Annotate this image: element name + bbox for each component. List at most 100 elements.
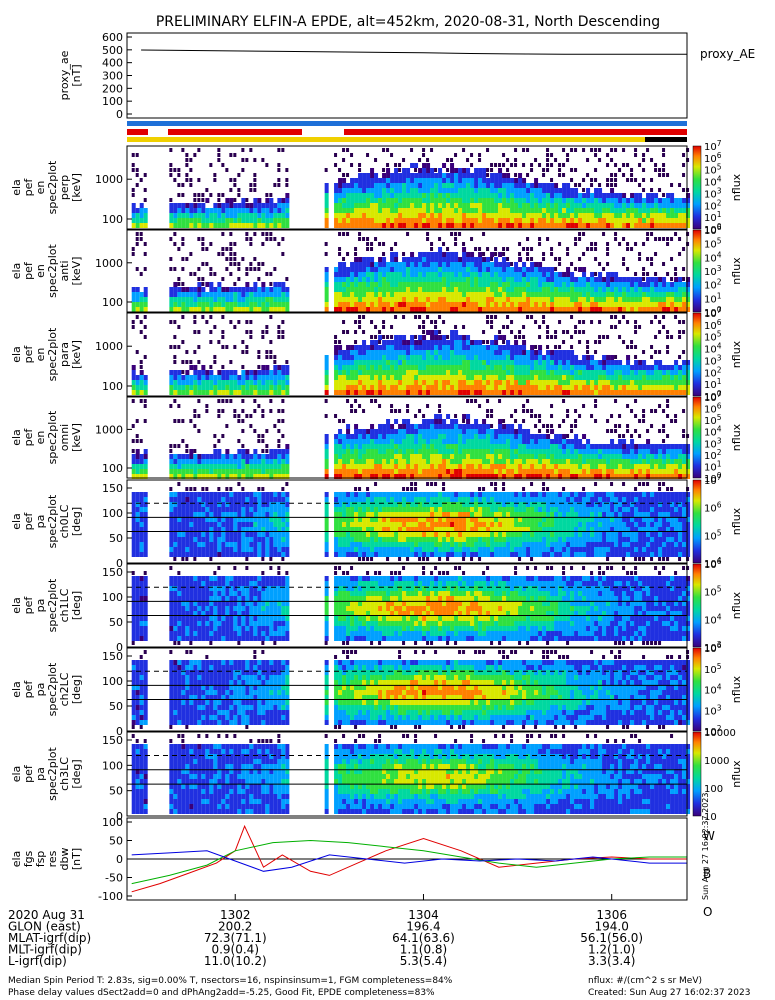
colorbar-tick-label: 1000 [704,756,729,767]
y-axis-label: [nT] [70,64,83,86]
colorbar-tick-label: 106 [704,223,722,237]
y-axis-label: [deg] [70,675,83,704]
colorbar-tick-label: 102 [704,278,722,292]
y-axis-label: omni [58,424,71,451]
colorbar [692,396,702,479]
colorbar-tick-label: 104 [704,612,722,626]
colorbar-tick-label: 107 [704,306,722,320]
colorbar-label: nflux [730,760,743,788]
y-tick-label: 100 [102,213,123,226]
colorbar-tick-label: 107 [704,139,722,153]
colorbar-label: nflux [730,340,743,368]
colorbar-tick-label: 100 [704,471,722,485]
colorbar-tick-label: 100 [704,305,722,319]
y-axis-label: en [34,264,47,278]
colorbar-tick-label: 104 [704,683,722,697]
colorbar-tick-label: 102 [704,365,722,379]
colorbar-tick-label: 107 [704,473,722,487]
y-axis-label: spec2plot [46,244,59,298]
y-axis-label: pa [34,683,47,697]
heatmap-en_perp [131,148,691,228]
y-axis-label: [keV] [70,340,83,369]
heatmap-en_anti [131,232,691,312]
heatmap-en_omni [131,399,691,479]
panel-frame [126,32,688,119]
y-axis-label: pa [34,767,47,781]
y-tick-label: 100 [102,675,123,688]
y-tick-label: 100 [102,816,123,829]
y-tick-label: 150 [102,734,123,747]
y-tick-label: 100 [102,296,123,309]
colorbar-tick-label: 107 [704,390,722,404]
x-row-value: 0.9(0.4) [211,943,259,957]
colorbar-label: nflux [730,257,743,285]
x-row-value: 5.3(5.4) [400,954,448,968]
panel-frame [126,731,688,817]
colorbar-label: nflux [730,423,743,451]
y-axis-label: fgs [22,850,35,867]
panel-ch3LC: 10000 1000 100 10 nflux 150 100 50 0 ela pef pa spec… [10,728,743,823]
x-row-value: 64.1(63.6) [392,931,455,945]
colorbar-tick-label: 105 [704,585,722,599]
colorbar [692,145,702,230]
colorbar [692,479,702,564]
colorbar-tick-label: 106 [704,151,722,165]
heatmap-ch3LC [131,734,691,814]
y-axis-label: spec2plot [46,747,59,801]
colorbar-tick-label: 103 [704,640,722,654]
y-tick-label: 150 [102,482,123,495]
x-row-label: L-igrf(dip) [8,954,67,968]
heatmap-ch2LC [131,650,691,729]
colorbar [692,731,702,817]
y-axis-label: ch1LC [58,588,71,622]
x-row-value: 196.4 [406,920,440,934]
x-row-value: 3.3(3.4) [588,954,636,968]
panel-res_dbw: 100 50 0 -50 -100 ela fgs fsp res dbw [nT] W B O [10,816,715,919]
colorbar-tick-label: 106 [704,641,722,655]
legend-B: B [703,867,711,881]
y-axis-label: pa [34,599,47,613]
footer-left-1: Median Spin Period T: 2.83s, sig=0.00% T… [8,976,453,986]
colorbar-tick-label: 102 [704,448,722,462]
y-axis-label: [keV] [70,423,83,452]
colorbar-tick-label: 101 [704,377,722,391]
y-axis-label: [deg] [70,759,83,788]
panel-frame [126,145,688,230]
colorbar-tick-label: 106 [704,318,722,332]
colorbar-tick-label: 102 [704,198,722,212]
y-tick-label: 100 [102,759,123,772]
colorbar-tick-label: 104 [704,175,722,189]
colorbar-tick-label: 100 [704,389,722,403]
series-line-B [131,839,687,885]
colorbar-tick-label: 103 [704,353,722,367]
y-axis-label: spec2plot [46,662,59,716]
y-axis-label: ch2LC [58,672,71,706]
x-row-value: 200.2 [218,920,252,934]
colorbar-label: nflux [730,507,743,535]
colorbar-tick-label: 102 [704,724,722,738]
x-row-value: 11.0(10.2) [204,954,267,968]
y-tick-label: 500 [102,44,123,57]
status-bar-blue [127,121,687,126]
x-row-value: 72.3(71.1) [204,931,267,945]
panel-frame [126,396,688,479]
y-axis-label: pef [22,178,35,197]
y-axis-label: ch0LC [58,504,71,538]
colorbar-tick-label: 103 [704,264,722,278]
colorbar-tick-label: 103 [704,436,722,450]
x-row-label: MLAT-igrf(dip) [8,931,91,945]
colorbar-tick-label: 100 [704,784,723,795]
panel-ch0LC: 107 106 105 104 nflux 150 100 50 0 ela pef pa spec2p… [10,473,743,570]
y-tick-label: 100 [102,380,123,393]
y-axis-label: pef [22,680,35,699]
y-axis-label: spec2plot [46,410,59,464]
status-bar-black [645,137,687,142]
y-axis-label: pef [22,512,35,531]
x-row-value: 194.0 [595,920,629,934]
y-axis-label: en [34,348,47,362]
panel-ch1LC: 106 105 104 103 nflux 150 100 50 0 ela pef pa spec2p… [10,557,743,654]
y-axis-label: pef [22,261,35,280]
